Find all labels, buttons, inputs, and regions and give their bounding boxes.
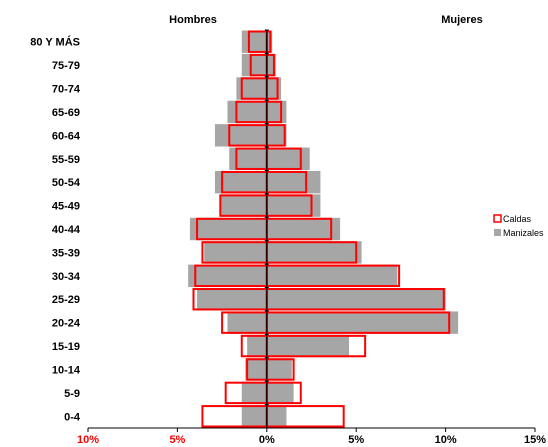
x-tick-label: 5% xyxy=(169,434,185,446)
manizales-mujeres-bar-35-39 xyxy=(266,241,362,264)
y-label-70-74: 70-74 xyxy=(52,84,81,96)
y-label-5-9: 5-9 xyxy=(64,388,80,400)
y-label-75-79: 75-79 xyxy=(52,60,80,72)
manizales-mujeres-bar-30-34 xyxy=(266,264,398,288)
manizales-mujeres-bar-40-44 xyxy=(266,217,341,241)
y-label-80 Y MÁS: 80 Y MÁS xyxy=(30,36,80,49)
y-label-10-14: 10-14 xyxy=(52,364,81,376)
manizales-hombres-bar-5-9 xyxy=(241,381,267,405)
y-label-30-34: 30-34 xyxy=(52,271,81,283)
y-label-0-4: 0-4 xyxy=(64,411,81,423)
manizales-mujeres-bar-10-14 xyxy=(266,358,292,381)
manizales-hombres-bar-50-54 xyxy=(214,170,267,194)
manizales-hombres-bar-65-69 xyxy=(227,100,267,124)
y-label-35-39: 35-39 xyxy=(52,247,80,259)
manizales-mujeres-bar-20-24 xyxy=(266,311,459,334)
header-hombres: Hombres xyxy=(169,14,217,26)
manizales-hombres-bar-0-4 xyxy=(241,405,267,428)
manizales-mujeres-bar-45-49 xyxy=(266,194,321,217)
manizales-hombres-bar-70-74 xyxy=(236,77,267,100)
manizales-hombres-bar-80 Y MÁS xyxy=(241,30,267,53)
manizales-mujeres-bar-75-79 xyxy=(266,53,276,77)
manizales-hombres-bar-75-79 xyxy=(241,53,267,77)
legend-label-manizales: Manizales xyxy=(503,228,544,238)
y-label-50-54: 50-54 xyxy=(52,177,81,189)
manizales-mujeres-bar-50-54 xyxy=(266,170,321,194)
x-tick-label: 10% xyxy=(77,434,99,446)
legend: Caldas Manizales xyxy=(493,214,544,238)
manizales-hombres-bar-55-59 xyxy=(229,147,267,170)
manizales-hombres-bar-15-19 xyxy=(247,334,267,358)
manizales-hombres-bar-60-64 xyxy=(214,124,267,147)
manizales-hombres-bar-45-49 xyxy=(220,194,267,217)
manizales-mujeres-bar-5-9 xyxy=(266,381,294,405)
x-axis: 10% 5% 0% 5% 10% 15% xyxy=(77,427,546,446)
manizales-mujeres-bar-15-19 xyxy=(266,334,350,358)
y-label-15-19: 15-19 xyxy=(52,341,80,353)
manizales-mujeres-bar-60-64 xyxy=(266,124,287,147)
y-label-45-49: 45-49 xyxy=(52,201,80,213)
header-mujeres: Mujeres xyxy=(441,14,483,26)
manizales-hombres-bar-25-29 xyxy=(197,288,267,311)
y-label-55-59: 55-59 xyxy=(52,154,80,166)
manizales-mujeres-bar-25-29 xyxy=(266,288,446,311)
legend-swatch-manizales xyxy=(494,229,501,236)
x-tick-label: 10% xyxy=(435,434,457,446)
y-label-25-29: 25-29 xyxy=(52,294,80,306)
manizales-hombres-bar-10-14 xyxy=(245,358,267,381)
x-tick-label: 5% xyxy=(348,434,364,446)
legend-swatch-caldas xyxy=(493,214,502,223)
manizales-hombres-bar-20-24 xyxy=(227,311,267,334)
x-tick-label: 0% xyxy=(259,434,275,446)
y-label-40-44: 40-44 xyxy=(52,224,81,236)
manizales-hombres-bar-35-39 xyxy=(204,241,267,264)
manizales-mujeres-bar-55-59 xyxy=(266,147,310,170)
manizales-hombres-bar-40-44 xyxy=(189,217,267,241)
manizales-hombres-bar-30-34 xyxy=(188,264,267,288)
x-tick-label: 15% xyxy=(524,434,546,446)
manizales-mujeres-bar-0-4 xyxy=(266,405,287,428)
y-axis-labels: 0-4 5-9 10-14 15-19 20-24 25-29 30-34 35-39 40-4… xyxy=(30,36,81,424)
legend-label-caldas: Caldas xyxy=(503,214,532,224)
manizales-mujeres-bar-70-74 xyxy=(266,77,282,100)
manizales-mujeres-bar-65-69 xyxy=(266,100,287,124)
manizales-bars xyxy=(188,30,459,428)
y-label-60-64: 60-64 xyxy=(52,130,81,142)
y-label-65-69: 65-69 xyxy=(52,107,80,119)
y-label-20-24: 20-24 xyxy=(52,318,81,330)
